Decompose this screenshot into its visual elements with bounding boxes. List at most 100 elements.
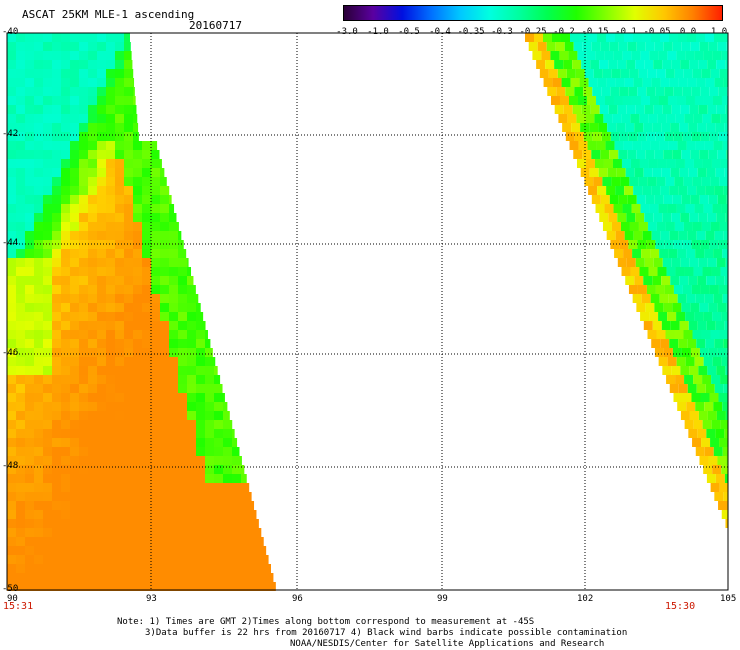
swath-right-cell [598, 168, 608, 177]
swath-right-cell [716, 258, 726, 267]
swath-left-cell [70, 312, 79, 321]
swath-right-cell [664, 240, 674, 249]
swath-right-cell [626, 105, 636, 114]
swath-left-cell [133, 132, 139, 141]
swath-left-cell [97, 321, 106, 330]
swath-left-cell [205, 573, 214, 582]
swath-left-cell [25, 294, 34, 303]
swath-right-cell [618, 42, 628, 51]
swath-right-cell [525, 33, 534, 42]
swath-left-cell [43, 384, 52, 393]
swath-right-cell [631, 51, 641, 60]
swath-left-cell [16, 366, 25, 375]
swath-left-cell [106, 447, 115, 456]
swath-left-cell [151, 240, 160, 249]
swath-left-cell [88, 321, 97, 330]
swath-left-cell [205, 348, 213, 357]
swath-right-cell [665, 330, 675, 339]
swath-left-cell [115, 384, 124, 393]
swath-right-cell [714, 231, 724, 240]
swath-left-cell [232, 582, 241, 591]
swath-left-cell [34, 204, 43, 213]
swath-right-cell [709, 87, 719, 96]
swath-left-cell [7, 258, 16, 267]
swath-right-cell [676, 312, 686, 321]
swath-left-cell [178, 240, 184, 249]
swath-left-cell [7, 114, 16, 123]
swath-right-cell [696, 33, 705, 42]
swath-left-cell [169, 204, 175, 213]
swath-right-cell [721, 312, 728, 321]
swath-left-cell [25, 159, 34, 168]
swath-right-cell [643, 123, 653, 132]
swath-left-cell [160, 330, 169, 339]
swath-left-cell [25, 96, 34, 105]
swath-left-cell [223, 573, 232, 582]
swath-left-cell [61, 339, 70, 348]
swath-left-cell [106, 393, 115, 402]
swath-right-cell [692, 330, 702, 339]
swath-left-cell [142, 330, 151, 339]
swath-left-cell [79, 420, 88, 429]
swath-right-cell [650, 249, 660, 258]
swath-left-cell [52, 231, 61, 240]
swath-left-cell [97, 519, 106, 528]
swath-left-cell [151, 393, 160, 402]
swath-right-cell [688, 123, 698, 132]
swath-right-cell [591, 150, 601, 159]
swath-left-cell [187, 492, 196, 501]
swath-right-cell [711, 420, 721, 429]
swath-right-cell [714, 384, 724, 393]
swath-left-cell [214, 357, 216, 366]
swath-right-cell [554, 105, 564, 114]
swath-left-cell [133, 303, 142, 312]
swath-right-cell [639, 267, 649, 276]
swath-left-cell [88, 294, 97, 303]
swath-left-cell [169, 231, 178, 240]
swath-left-cell [7, 348, 16, 357]
swath-right-cell [559, 51, 569, 60]
swath-left-cell [52, 168, 61, 177]
swath-right-cell [593, 177, 603, 186]
swath-left-cell [43, 177, 52, 186]
swath-left-cell [178, 555, 187, 564]
swath-left-cell [223, 420, 232, 429]
swath-right-cell [670, 123, 680, 132]
swath-left-cell [124, 267, 133, 276]
swath-left-cell [106, 456, 115, 465]
swath-left-cell [79, 249, 88, 258]
swath-right-cell [721, 204, 728, 213]
swath-right-cell [721, 357, 728, 366]
swath-left-cell [61, 78, 70, 87]
swath-right-cell [689, 366, 699, 375]
swath-right-cell [675, 375, 685, 384]
swath-left-cell [160, 510, 169, 519]
swath-right-cell [627, 150, 637, 159]
swath-left-cell [106, 177, 115, 186]
swath-left-cell [124, 510, 133, 519]
swath-left-cell [115, 393, 124, 402]
swath-left-cell [97, 555, 106, 564]
swath-left-cell [52, 195, 61, 204]
swath-left-cell [106, 492, 115, 501]
swath-left-cell [34, 564, 43, 573]
swath-right-cell [565, 132, 575, 141]
swath-left-cell [61, 123, 70, 132]
swath-left-cell [178, 537, 187, 546]
swath-right-cell [671, 366, 681, 375]
swath-left-cell [70, 384, 79, 393]
swath-left-cell [142, 492, 151, 501]
swath-right-cell [680, 60, 690, 69]
swath-right-cell [554, 60, 564, 69]
swath-left-cell [25, 402, 34, 411]
swath-left-cell [169, 528, 178, 537]
swath-right-cell [672, 195, 682, 204]
swath-left-cell [88, 123, 97, 132]
swath-right-cell [657, 267, 667, 276]
swath-left-cell [187, 465, 196, 474]
swath-left-cell [115, 177, 124, 186]
swath-left-cell [187, 258, 189, 267]
swath-left-cell [133, 258, 142, 267]
swath-left-cell [115, 42, 124, 51]
swath-left-cell [187, 294, 196, 303]
